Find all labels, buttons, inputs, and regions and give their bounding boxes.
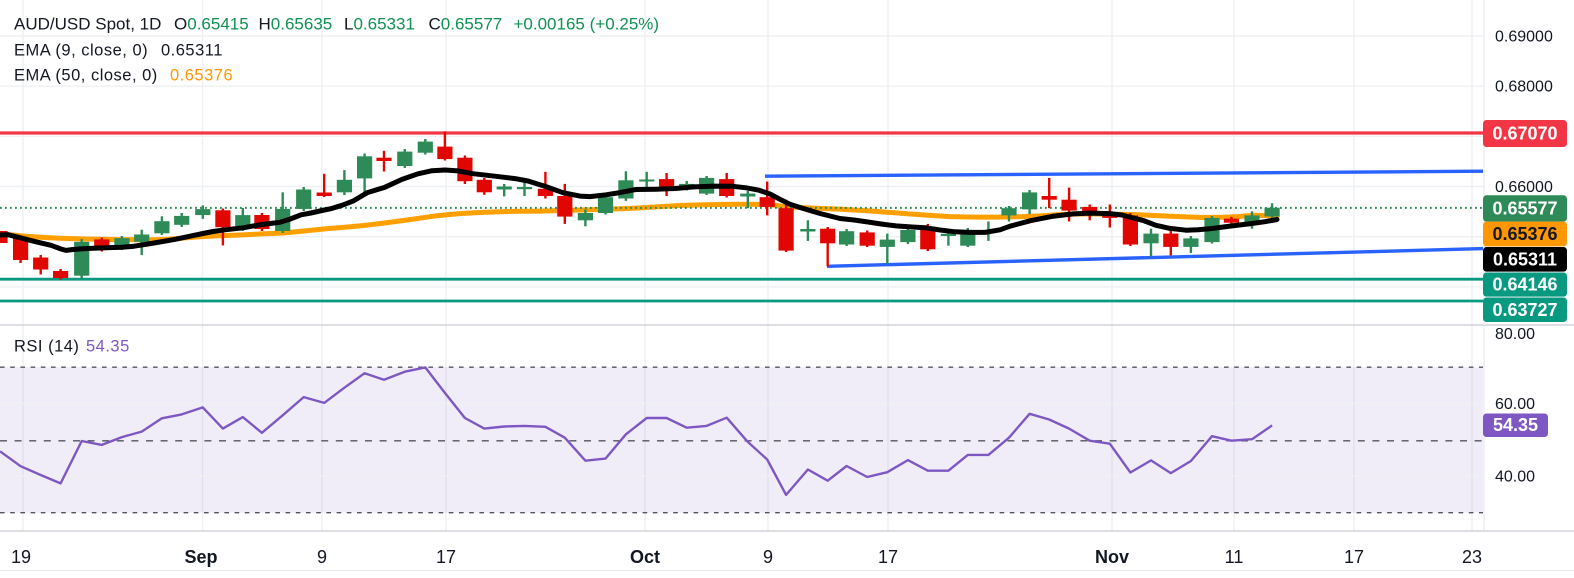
svg-text:Nov: Nov — [1095, 547, 1129, 567]
svg-text:0.66000: 0.66000 — [1495, 179, 1553, 196]
svg-text:0.65376: 0.65376 — [1492, 224, 1557, 244]
svg-text:0.69000: 0.69000 — [1495, 29, 1553, 46]
svg-text:EMA (9, close, 0)0.65311: EMA (9, close, 0) 0.65311 — [14, 42, 223, 60]
svg-text:Sep: Sep — [184, 547, 217, 567]
svg-text:0.65577: 0.65577 — [1492, 199, 1557, 219]
svg-text:17: 17 — [1344, 547, 1364, 567]
svg-text:EMA (50, close, 0)0.65376: EMA (50, close, 0) 0.65376 — [14, 67, 233, 85]
svg-text:17: 17 — [878, 547, 898, 567]
svg-text:80.00: 80.00 — [1495, 326, 1535, 343]
svg-text:19: 19 — [11, 547, 31, 567]
svg-text:23: 23 — [1462, 547, 1482, 567]
svg-text:17: 17 — [436, 547, 456, 567]
svg-text:9: 9 — [317, 547, 327, 567]
svg-text:0.67070: 0.67070 — [1492, 124, 1557, 144]
svg-text:60.00: 60.00 — [1495, 396, 1535, 413]
svg-text:0.63727: 0.63727 — [1492, 300, 1557, 320]
svg-text:54.35: 54.35 — [1493, 415, 1538, 435]
svg-text:9: 9 — [763, 547, 773, 567]
svg-text:Oct: Oct — [630, 547, 660, 567]
svg-text:0.68000: 0.68000 — [1495, 79, 1553, 96]
svg-text:RSI (14)54.35: RSI (14) 54.35 — [14, 338, 130, 356]
svg-text:0.64146: 0.64146 — [1492, 275, 1557, 295]
svg-text:40.00: 40.00 — [1495, 469, 1535, 486]
svg-text:0.65311: 0.65311 — [1493, 249, 1557, 269]
svg-text:11: 11 — [1225, 547, 1244, 567]
